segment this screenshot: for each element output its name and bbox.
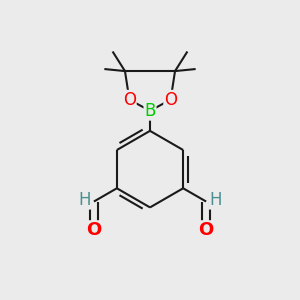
Text: O: O [123, 91, 136, 109]
Text: H: H [78, 191, 91, 209]
Text: O: O [199, 221, 214, 239]
Text: B: B [144, 102, 156, 120]
Text: O: O [164, 91, 177, 109]
Text: O: O [86, 221, 101, 239]
Text: H: H [209, 191, 222, 209]
